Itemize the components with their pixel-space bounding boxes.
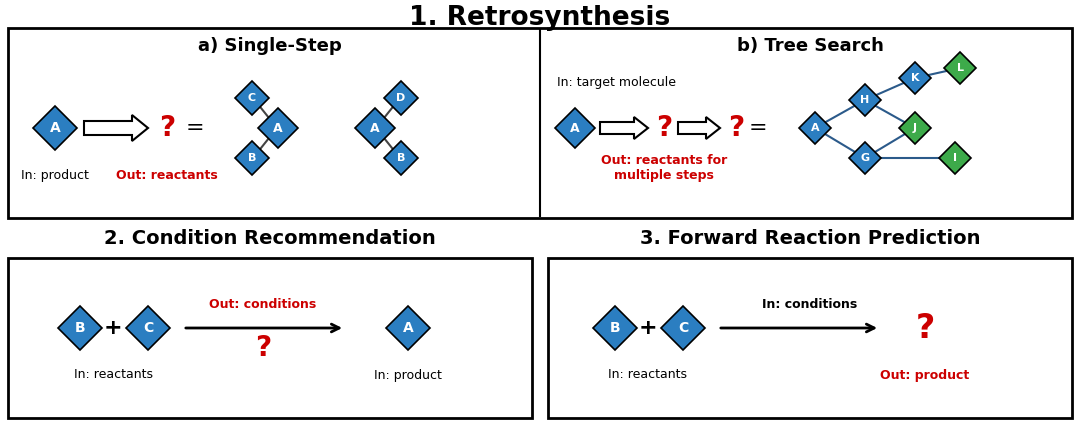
Text: In: conditions: In: conditions (762, 298, 858, 312)
Text: +: + (104, 318, 122, 338)
Text: B: B (396, 153, 405, 163)
Polygon shape (84, 115, 148, 141)
Polygon shape (235, 81, 269, 115)
Text: Out: conditions: Out: conditions (210, 298, 316, 312)
Polygon shape (386, 306, 430, 350)
Text: A: A (50, 121, 60, 135)
Polygon shape (258, 108, 298, 148)
Text: K: K (910, 73, 919, 83)
Text: b) Tree Search: b) Tree Search (737, 37, 883, 55)
Text: ?: ? (728, 114, 744, 142)
Text: I: I (953, 153, 957, 163)
Text: Out: reactants for: Out: reactants for (600, 153, 727, 167)
Text: In: reactants: In: reactants (608, 368, 688, 382)
Text: H: H (861, 95, 869, 105)
Text: A: A (570, 122, 580, 134)
Text: ?: ? (656, 114, 672, 142)
Text: B: B (247, 153, 256, 163)
Bar (548, 258, 1072, 418)
Text: 1. Retrosynthesis: 1. Retrosynthesis (409, 5, 671, 31)
Text: L: L (957, 63, 963, 73)
Text: C: C (248, 93, 256, 103)
Polygon shape (126, 306, 170, 350)
Polygon shape (384, 141, 418, 175)
Text: ?: ? (916, 312, 934, 345)
Polygon shape (939, 142, 971, 174)
Text: 3. Forward Reaction Prediction: 3. Forward Reaction Prediction (639, 229, 981, 247)
Text: 2. Condition Recommendation: 2. Condition Recommendation (104, 229, 436, 247)
Polygon shape (899, 62, 931, 94)
Text: +: + (638, 318, 658, 338)
Text: In: target molecule: In: target molecule (557, 76, 676, 88)
Text: A: A (811, 123, 820, 133)
Text: Out: product: Out: product (880, 368, 970, 382)
Text: =: = (748, 118, 767, 138)
Polygon shape (600, 117, 648, 139)
Text: B: B (610, 321, 620, 335)
Text: In: product: In: product (374, 368, 442, 382)
Polygon shape (58, 306, 102, 350)
Polygon shape (849, 142, 881, 174)
Polygon shape (384, 81, 418, 115)
Polygon shape (355, 108, 395, 148)
Polygon shape (799, 112, 831, 144)
Polygon shape (944, 52, 976, 84)
Text: C: C (143, 321, 153, 335)
Polygon shape (593, 306, 637, 350)
Text: A: A (403, 321, 414, 335)
Text: In: product: In: product (22, 168, 89, 181)
Polygon shape (33, 106, 77, 150)
Polygon shape (849, 84, 881, 116)
Text: B: B (75, 321, 85, 335)
Text: =: = (186, 118, 204, 138)
Polygon shape (678, 117, 720, 139)
Text: multiple steps: multiple steps (615, 168, 714, 181)
Polygon shape (661, 306, 705, 350)
Text: a) Single-Step: a) Single-Step (198, 37, 342, 55)
Text: J: J (913, 123, 917, 133)
Bar (8, 28, 1072, 218)
Polygon shape (899, 112, 931, 144)
Text: Out: reactants: Out: reactants (117, 168, 218, 181)
Text: ?: ? (255, 334, 271, 362)
Text: In: reactants: In: reactants (73, 368, 152, 382)
Text: D: D (396, 93, 406, 103)
Text: ?: ? (159, 114, 175, 142)
Text: A: A (370, 122, 380, 134)
Text: G: G (861, 153, 869, 163)
Text: C: C (678, 321, 688, 335)
Bar (8, 258, 532, 418)
Text: A: A (273, 122, 283, 134)
Polygon shape (555, 108, 595, 148)
Polygon shape (235, 141, 269, 175)
